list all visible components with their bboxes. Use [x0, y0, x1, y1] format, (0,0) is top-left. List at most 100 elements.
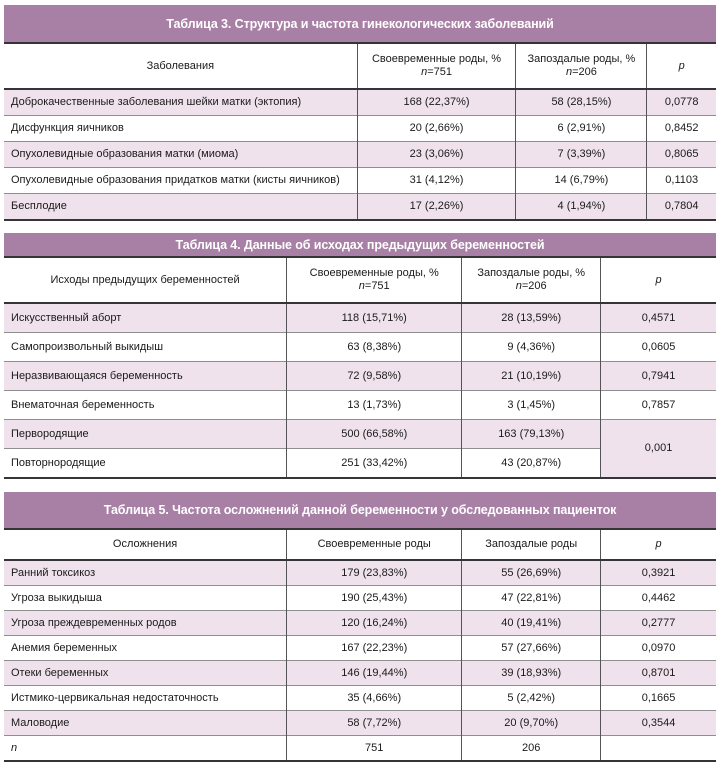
- table-cell: 500 (66,58%): [286, 419, 462, 449]
- header-row: Осложнения Своевременные роды Запоздалые р…: [4, 530, 716, 561]
- table-cell: Анемия беременных: [4, 635, 287, 661]
- table-4-title: Таблица 4. Данные об исходах предыдущих …: [4, 233, 716, 258]
- table-row: Самопроизвольный выкидыш 63 (8,38%) 9 (4,3…: [4, 332, 716, 362]
- table-cell: Опухолевидные образования матки (миома): [4, 141, 358, 168]
- table-cell: 0,2777: [600, 610, 716, 636]
- table-cell: 0,7804: [646, 193, 716, 220]
- table-cell: 118 (15,71%): [286, 303, 462, 333]
- table-row: Первородящие 500 (66,58%) 163 (79,13%) 0,00…: [4, 419, 716, 478]
- table-cell: 0,0778: [646, 89, 716, 116]
- table-cell: Угроза преждевременных родов: [4, 610, 287, 636]
- table-3-grid: Заболевания Своевременные роды, % n=751 Зап…: [4, 44, 716, 221]
- table-cell: Истмико-цервикальная недостаточность: [4, 685, 287, 711]
- table-cell: Внематочная беременность: [4, 390, 287, 420]
- table-row: Неразвивающаяся беременность 72 (9,58%) 21…: [4, 361, 716, 391]
- table-cell: 0,1103: [646, 167, 716, 194]
- table-cell: 55 (26,69%): [461, 560, 601, 586]
- table-cell: 21 (10,19%): [461, 361, 601, 391]
- table-cell: Повторнородящие: [4, 448, 287, 478]
- table-cell: 43 (20,87%): [461, 448, 601, 478]
- table-cell: 0,7941: [600, 361, 716, 391]
- table-5: Таблица 5. Частота осложнений данной бер…: [4, 492, 716, 762]
- column-header: p: [600, 530, 716, 561]
- column-header: Запоздалые роды, % n=206: [515, 44, 647, 90]
- table-cell: 72 (9,58%): [286, 361, 462, 391]
- table-cell: 20 (9,70%): [461, 710, 601, 736]
- table-cell: Неразвивающаяся беременность: [4, 361, 287, 391]
- table-cell: 57 (27,66%): [461, 635, 601, 661]
- table-row: Ранний токсикоз 179 (23,83%) 55 (26,69%) 0,…: [4, 560, 716, 586]
- table-cell: n: [4, 735, 287, 761]
- table-row: Анемия беременных 167 (22,23%) 57 (27,66%)…: [4, 635, 716, 661]
- table-cell: 0,3921: [600, 560, 716, 586]
- column-header: Своевременные роды, % n=751: [286, 258, 462, 304]
- table-cell: 167 (22,23%): [286, 635, 462, 661]
- table-row: Угроза преждевременных родов 120 (16,24%)…: [4, 610, 716, 636]
- column-header: Осложнения: [4, 530, 287, 561]
- column-header: Заболевания: [4, 44, 358, 90]
- table-cell: 0,7857: [600, 390, 716, 420]
- table-cell: Самопроизвольный выкидыш: [4, 332, 287, 362]
- table-4-grid: Исходы предыдущих беременностей Своевреме…: [4, 258, 716, 479]
- column-header: Запоздалые роды: [461, 530, 601, 561]
- table-cell: 63 (8,38%): [286, 332, 462, 362]
- table-cell: 23 (3,06%): [356, 141, 516, 168]
- table-cell: 0,0970: [600, 635, 716, 661]
- table-row: Истмико-цервикальная недостаточность 35 (…: [4, 685, 716, 711]
- table-row: Отеки беременных 146 (19,44%) 39 (18,93%) 0…: [4, 660, 716, 686]
- table-cell: Дисфункция яичников: [4, 115, 358, 142]
- table-cell: 14 (6,79%): [515, 167, 647, 194]
- table-cell: Отеки беременных: [4, 660, 287, 686]
- table-row: Искусственный аборт 118 (15,71%) 28 (13,59…: [4, 303, 716, 333]
- column-header: Исходы предыдущих беременностей: [4, 258, 287, 304]
- table-row: Повторнородящие 251 (33,42%) 43 (20,87%): [4, 448, 716, 478]
- table-cell: 206: [461, 735, 601, 761]
- table-cell: 47 (22,81%): [461, 585, 601, 611]
- table-cell: 168 (22,37%): [356, 89, 516, 116]
- table-cell: 6 (2,91%): [515, 115, 647, 142]
- table-cell: 0,8701: [600, 660, 716, 686]
- table-cell: 0,4571: [600, 303, 716, 333]
- table-cell: Первородящие: [4, 419, 287, 449]
- table-cell: 0,3544: [600, 710, 716, 736]
- table-cell: 58 (7,72%): [286, 710, 462, 736]
- table-cell: 0,4462: [600, 585, 716, 611]
- column-header: p: [600, 258, 716, 304]
- table-cell: Маловодие: [4, 710, 287, 736]
- table-5-grid: Осложнения Своевременные роды Запоздалые р…: [4, 530, 716, 762]
- table-row: Внематочная беременность 13 (1,73%) 3 (1,4…: [4, 390, 716, 420]
- table-cell: 751: [286, 735, 462, 761]
- table-cell: 13 (1,73%): [286, 390, 462, 420]
- header-row: Заболевания Своевременные роды, % n=751 Зап…: [4, 44, 716, 90]
- table-3-title: Таблица 3. Структура и частота гинеколог…: [4, 5, 716, 44]
- table-cell: 4 (1,94%): [515, 193, 647, 220]
- table-cell: Бесплодие: [4, 193, 358, 220]
- table-cell: 0,8452: [646, 115, 716, 142]
- table-row: Угроза выкидыша 190 (25,43%) 47 (22,81%) 0,…: [4, 585, 716, 611]
- table-cell: 190 (25,43%): [286, 585, 462, 611]
- table-cell: 20 (2,66%): [356, 115, 516, 142]
- table-cell: 163 (79,13%): [461, 419, 601, 449]
- column-header: Своевременные роды, % n=751: [356, 44, 516, 90]
- table-cell: 7 (3,39%): [515, 141, 647, 168]
- table-row: Опухолевидные образования придатков матк…: [4, 167, 716, 194]
- column-header: p: [646, 44, 716, 90]
- header-row: Исходы предыдущих беременностей Своевреме…: [4, 258, 716, 304]
- table-3: Таблица 3. Структура и частота гинеколог…: [4, 5, 716, 221]
- table-cell: 5 (2,42%): [461, 685, 601, 711]
- table-cell: 179 (23,83%): [286, 560, 462, 586]
- table-cell: Угроза выкидыша: [4, 585, 287, 611]
- table-cell: 3 (1,45%): [461, 390, 601, 420]
- table-cell: 39 (18,93%): [461, 660, 601, 686]
- table-cell: 9 (4,36%): [461, 332, 601, 362]
- table-cell: 35 (4,66%): [286, 685, 462, 711]
- table-cell: 58 (28,15%): [515, 89, 647, 116]
- table-cell: 0,8065: [646, 141, 716, 168]
- column-header: Своевременные роды: [286, 530, 462, 561]
- table-row: Дисфункция яичников 20 (2,66%) 6 (2,91%) 0,…: [4, 115, 716, 142]
- table-cell: Доброкачественные заболевания шейки матк…: [4, 89, 358, 116]
- table-cell: 0,1665: [600, 685, 716, 711]
- table-cell: 40 (19,41%): [461, 610, 601, 636]
- table-cell: 0,001: [600, 419, 716, 478]
